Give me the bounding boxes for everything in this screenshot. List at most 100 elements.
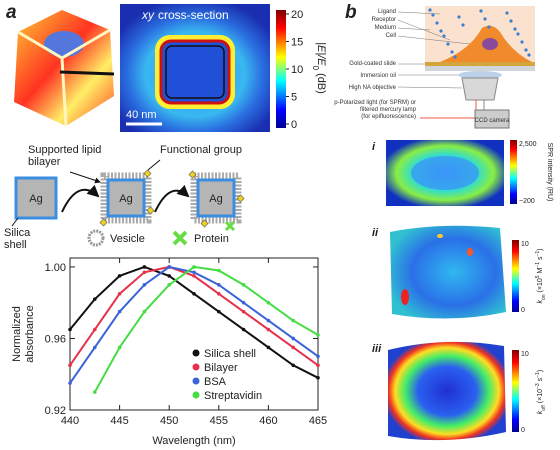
- ag-core: [196, 178, 236, 218]
- heatmap: [388, 341, 506, 441]
- absorbance-chart: Wavelength (nm) Normalized absorbance 44…: [11, 257, 327, 447]
- data-point: [192, 265, 196, 269]
- core-label: Ag: [29, 193, 42, 205]
- cube-field-map: [14, 10, 115, 127]
- schematic-label: Medium: [375, 25, 396, 31]
- colorbar-tick: 0: [521, 427, 525, 434]
- cube-core: [165, 45, 225, 99]
- arrow: [377, 297, 391, 311]
- schematic-label: Cell: [386, 33, 396, 39]
- label-part: off: [541, 405, 547, 411]
- legend-label: Silica shell: [204, 348, 256, 360]
- legend-label: Streptavidin: [204, 390, 262, 402]
- colorbar: [276, 10, 286, 128]
- functional-group: [146, 206, 155, 215]
- data-point: [241, 327, 246, 332]
- data-point: [316, 376, 320, 380]
- series-line: [69, 265, 319, 379]
- hotspot: [467, 248, 473, 256]
- label-part: k: [537, 410, 544, 414]
- data-point: [93, 390, 97, 394]
- particle: [487, 25, 491, 29]
- camera-label: CCD camera: [475, 118, 510, 124]
- colorbar-label: SPR intensity (RU): [546, 143, 553, 202]
- data-point: [142, 265, 147, 269]
- leader: [397, 11, 471, 89]
- x-axis-label: Wavelength (nm): [152, 435, 235, 447]
- data-point: [117, 345, 122, 350]
- colorbar-tick: 10: [521, 241, 529, 248]
- label-part: ): [537, 248, 544, 250]
- data-point: [192, 274, 196, 278]
- legend-label: Bilayer: [204, 362, 238, 374]
- label-part: on: [541, 294, 547, 300]
- data-point: [241, 283, 246, 287]
- sprm-schematic: Ligand Receptor Medium Cell Gold-coated …: [334, 6, 535, 129]
- particle: [457, 15, 461, 19]
- label-part: ): [537, 370, 544, 372]
- light-label: (for epifluorescence): [361, 114, 416, 120]
- data-point: [217, 291, 221, 296]
- light-label: p-Polarized light (for SPRM) or: [334, 100, 416, 106]
- x-tick-label: 465: [309, 415, 327, 427]
- label-part: −3: [535, 383, 541, 389]
- colorbar: [512, 240, 519, 312]
- data-point: [142, 309, 147, 314]
- functional-group: [99, 218, 108, 227]
- data-point: [291, 345, 296, 350]
- label-part: M: [537, 268, 544, 276]
- map-label: i: [372, 141, 376, 153]
- oil: [458, 71, 502, 79]
- data-point: [93, 345, 97, 350]
- data-point: [217, 309, 221, 314]
- colorbar: [512, 350, 519, 432]
- nucleus: [482, 38, 498, 50]
- y-tick-label: 1.00: [45, 262, 66, 274]
- cube-outline: [159, 39, 231, 105]
- light-label: filtered mercury lamp: [360, 107, 417, 113]
- x-tick-label: 455: [210, 415, 228, 427]
- data-point: [93, 297, 97, 301]
- label-part: (×10: [537, 278, 544, 292]
- data-point: [117, 291, 122, 296]
- colorbar-label: |E|/E0 (dB): [312, 42, 328, 94]
- legend-marker: [192, 349, 200, 357]
- data-point: [167, 283, 171, 287]
- bilayer-label: bilayer: [28, 156, 61, 168]
- y-tick-label: 0.92: [45, 405, 66, 417]
- map-iii: iii 10 0 koff (×10−3 s−1): [372, 341, 547, 441]
- x-tick-label: 445: [110, 415, 128, 427]
- colorbar-tick-label: 5: [291, 92, 297, 104]
- label-part: k: [537, 300, 544, 304]
- x-tick-label: 450: [160, 415, 178, 427]
- particle: [450, 50, 454, 54]
- schematic-label: Ligand: [378, 9, 396, 15]
- cell-region: [411, 156, 479, 190]
- slide: [425, 66, 535, 71]
- gold-film: [425, 62, 535, 66]
- particle: [479, 9, 483, 13]
- map-label: ii: [372, 227, 379, 239]
- particle: [431, 13, 435, 17]
- data-point: [266, 318, 271, 323]
- legend-marker: [192, 391, 200, 399]
- cube-line: [59, 70, 115, 76]
- particle: [520, 40, 524, 44]
- legend-marker: [192, 377, 200, 385]
- data-point: [291, 363, 296, 368]
- map-title-italic: xy: [141, 8, 155, 22]
- hotspot: [401, 289, 409, 305]
- colorbar-label: koff (×10−3 s−1): [535, 370, 547, 414]
- legend-label: BSA: [204, 376, 227, 388]
- field-ring: [155, 35, 235, 109]
- data-point: [266, 300, 271, 305]
- map-title-text: cross-section: [158, 8, 229, 22]
- y-axis-label: Normalized: [11, 306, 23, 362]
- particle: [505, 11, 509, 15]
- particle: [524, 48, 528, 52]
- colorbar-tick-label: 10: [291, 64, 303, 76]
- colorbar: [510, 140, 517, 204]
- data-point: [291, 318, 296, 323]
